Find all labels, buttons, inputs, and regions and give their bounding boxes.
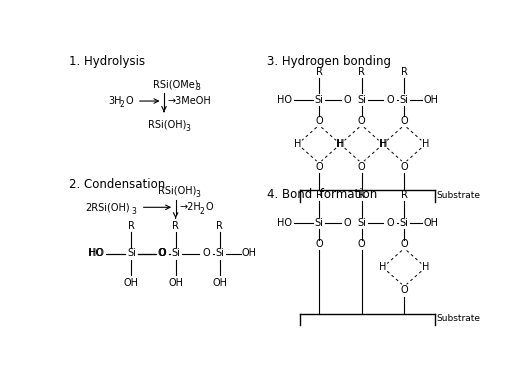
Text: O: O	[201, 249, 209, 258]
Text: O: O	[159, 249, 166, 258]
Text: O: O	[357, 116, 365, 126]
Text: HO: HO	[88, 249, 103, 258]
Text: O: O	[386, 218, 393, 228]
Text: O: O	[399, 116, 407, 126]
Text: 3: 3	[194, 190, 199, 199]
Text: O: O	[315, 162, 322, 172]
Text: 3: 3	[131, 207, 136, 216]
Text: HO: HO	[276, 95, 291, 105]
Text: OH: OH	[168, 278, 183, 288]
Text: →2H: →2H	[179, 202, 201, 212]
Text: O: O	[399, 162, 407, 172]
Text: O: O	[158, 249, 165, 258]
Text: Substrate: Substrate	[436, 191, 480, 200]
Text: R: R	[172, 221, 179, 231]
Text: 3: 3	[194, 84, 199, 92]
Text: HO: HO	[89, 249, 104, 258]
Text: R: R	[400, 190, 407, 200]
Text: R: R	[400, 67, 407, 77]
Text: H: H	[378, 262, 385, 272]
Text: Si: Si	[314, 218, 323, 228]
Text: O: O	[343, 218, 351, 228]
Text: RSi(OH): RSi(OH)	[158, 185, 196, 195]
Text: H: H	[422, 139, 429, 149]
Text: 4. Bond  formation: 4. Bond formation	[267, 188, 377, 201]
Text: O: O	[386, 95, 393, 105]
Text: Si: Si	[357, 218, 365, 228]
Text: 2. Condensation: 2. Condensation	[69, 178, 165, 191]
Text: H: H	[336, 139, 344, 149]
Text: R: R	[315, 190, 322, 200]
Text: R: R	[358, 190, 364, 200]
Text: HO: HO	[276, 218, 291, 228]
Text: O: O	[159, 249, 166, 258]
Text: OH: OH	[124, 278, 139, 288]
Text: O: O	[315, 116, 322, 126]
Text: H: H	[379, 139, 386, 149]
Text: Si: Si	[314, 95, 323, 105]
Text: 2RSi(OH): 2RSi(OH)	[85, 202, 129, 212]
Text: RSi(OMe): RSi(OMe)	[153, 79, 198, 89]
Text: R: R	[216, 221, 223, 231]
Text: O: O	[125, 96, 133, 106]
Text: 2: 2	[199, 207, 204, 216]
Text: Si: Si	[127, 249, 136, 258]
Text: OH: OH	[422, 218, 437, 228]
Text: Si: Si	[357, 95, 365, 105]
Text: O: O	[205, 202, 212, 212]
Text: H: H	[422, 262, 429, 272]
Text: RSi(OH): RSi(OH)	[147, 120, 186, 130]
Text: 3: 3	[185, 124, 190, 133]
Text: H: H	[336, 139, 343, 149]
Text: R: R	[128, 221, 135, 231]
Text: →3MeOH: →3MeOH	[168, 96, 211, 106]
Text: Si: Si	[399, 95, 408, 105]
Text: R: R	[358, 67, 364, 77]
Text: O: O	[315, 239, 322, 249]
Text: O: O	[357, 239, 365, 249]
Text: O: O	[343, 95, 351, 105]
Text: Si: Si	[399, 218, 408, 228]
Text: OH: OH	[212, 278, 227, 288]
Text: Si: Si	[215, 249, 224, 258]
Text: R: R	[315, 67, 322, 77]
Text: 2: 2	[120, 100, 124, 109]
Text: OH: OH	[241, 249, 256, 258]
Text: O: O	[399, 239, 407, 249]
Text: 1. Hydrolysis: 1. Hydrolysis	[69, 55, 145, 68]
Text: Substrate: Substrate	[436, 315, 480, 323]
Text: H: H	[293, 139, 300, 149]
Text: OH: OH	[422, 95, 437, 105]
Text: H: H	[378, 139, 385, 149]
Text: O: O	[357, 162, 365, 172]
Text: O: O	[399, 285, 407, 296]
Text: Si: Si	[171, 249, 180, 258]
Text: 3H: 3H	[108, 96, 122, 106]
Text: 3. Hydrogen bonding: 3. Hydrogen bonding	[267, 55, 390, 68]
